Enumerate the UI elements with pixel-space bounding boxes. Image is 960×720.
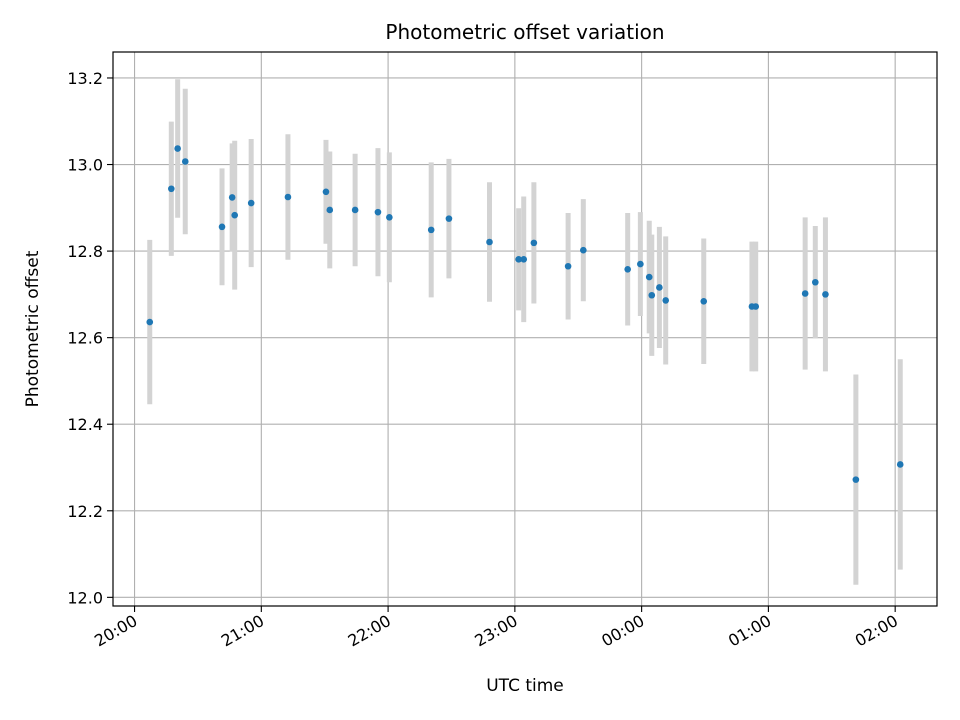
data-point (174, 145, 181, 152)
data-point (852, 476, 860, 483)
y-tick-label: 12.8 (67, 242, 103, 261)
data-point (520, 256, 528, 263)
data-point (168, 185, 175, 193)
data-point (247, 199, 255, 207)
data-point (146, 318, 154, 326)
data-point (637, 260, 644, 268)
data-point (812, 278, 819, 286)
data-point (564, 262, 572, 270)
data-point (486, 238, 493, 246)
data-point (386, 214, 393, 221)
data-point (181, 158, 189, 165)
data-point (231, 211, 238, 219)
data-point (662, 297, 670, 304)
data-point (284, 193, 292, 201)
x-axis-title: UTC time (486, 676, 564, 696)
data-point (801, 290, 809, 297)
data-point (648, 291, 656, 299)
data-point (624, 265, 631, 273)
data-point (445, 215, 453, 222)
data-point (822, 291, 829, 298)
data-point (752, 303, 760, 310)
data-point (322, 188, 330, 196)
y-tick-label: 12.6 (67, 329, 103, 348)
y-axis-title: Photometric offset (23, 250, 43, 407)
data-point (218, 223, 226, 231)
y-axis-ticks: 12.0 12.2 12.4 12.6 12.8 13.0 13.2 (67, 69, 113, 607)
data-points (146, 145, 904, 483)
data-point (700, 298, 708, 305)
data-point (580, 246, 587, 254)
y-tick-label: 12.2 (67, 502, 103, 521)
y-tick-label: 12.0 (67, 588, 103, 607)
y-tick-label: 13.0 (67, 156, 103, 175)
plot-frame (112, 51, 938, 607)
data-point (896, 461, 904, 468)
data-point (645, 273, 653, 281)
data-point (351, 206, 359, 214)
y-tick-label: 13.2 (67, 69, 103, 88)
data-point (326, 206, 334, 214)
data-point (515, 256, 522, 263)
y-tick-label: 12.4 (67, 415, 103, 434)
data-point (427, 226, 435, 234)
chart-title: Photometric offset variation (385, 20, 664, 44)
data-point (228, 194, 236, 201)
data-point (530, 239, 538, 247)
data-point (656, 284, 663, 291)
data-point (374, 208, 382, 216)
